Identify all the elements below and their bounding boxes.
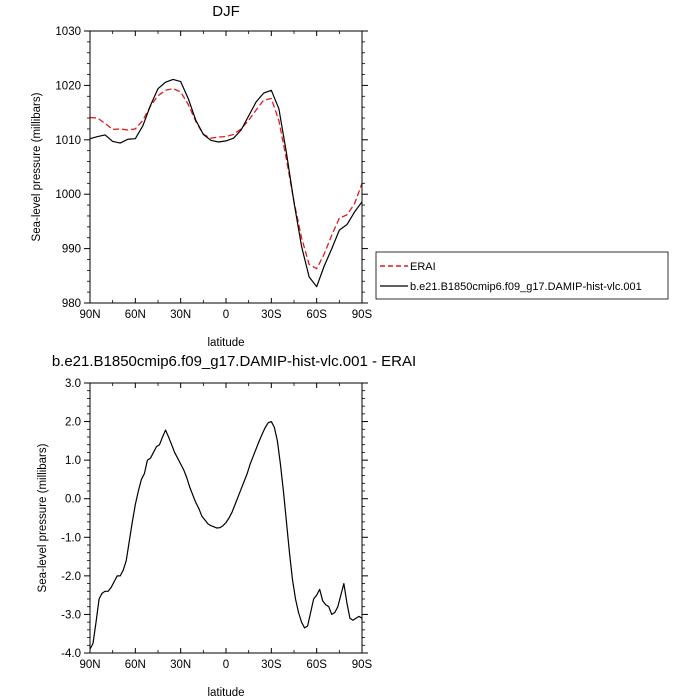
legend-erai-label: ERAI (410, 261, 436, 273)
bottom-ytick-label: -3.0 (61, 609, 81, 621)
legend-frame (375, 251, 669, 300)
top-xtick-label: 0 (223, 309, 229, 321)
top-xtick-label: 60N (125, 309, 146, 321)
top-xtick-label: 90S (352, 309, 373, 321)
top-xtick-label: 30S (261, 309, 282, 321)
bottom-chart-frame (89, 382, 363, 654)
bottom-chart-ylabel: Sea-level pressure (millibars) (37, 443, 49, 592)
bottom-chart-panel: b.e21.B1850cmip6.f09_g17.DAMIP-hist-vlc.… (37, 353, 416, 699)
bottom-series-line-0 (89, 420, 363, 650)
bottom-ytick-label: 0.0 (65, 494, 81, 506)
bottom-xtick-label: 0 (223, 659, 229, 671)
bottom-xtick-label: 90N (79, 659, 100, 671)
bottom-chart-lines (89, 420, 363, 650)
legend-model-label: b.e21.B1850cmip6.f09_g17.DAMIP-hist-vlc.… (410, 281, 642, 293)
top-chart-xlabel: latitude (207, 337, 244, 349)
bottom-xtick-label: 30N (170, 659, 191, 671)
top-ytick-label: 1010 (55, 135, 81, 147)
top-series-line-0 (89, 88, 363, 270)
top-ytick-label: 1020 (55, 80, 81, 92)
bottom-ytick-label: 3.0 (65, 378, 81, 390)
top-chart-lines (89, 78, 363, 288)
bottom-xtick-label: 60N (125, 659, 146, 671)
bottom-chart-title: b.e21.B1850cmip6.f09_g17.DAMIP-hist-vlc.… (52, 353, 416, 370)
top-xtick-label: 30N (170, 309, 191, 321)
top-xtick-label: 60S (306, 309, 327, 321)
top-ytick-label: 1000 (55, 189, 81, 201)
bottom-ytick-label: -4.0 (61, 648, 81, 660)
top-chart-frame (89, 30, 363, 304)
bottom-xtick-label: 60S (306, 659, 327, 671)
bottom-chart-ticks: 90N 60N 30N 0 30S 60S 90S -4.0 -3.0 -2.0 -1.0 0.0 1.… (61, 378, 372, 671)
top-chart-title: DJF (212, 3, 240, 20)
legend: ERAI b.e21.B1850cmip6.f09_g17.DAMIP-hist… (375, 251, 669, 300)
bottom-ytick-label: -1.0 (61, 532, 81, 544)
bottom-ytick-label: 1.0 (65, 455, 81, 467)
top-ytick-label: 980 (62, 298, 81, 310)
top-chart-panel: DJF latitude Sea-level pressure (milliba… (31, 3, 373, 349)
top-ytick-label: 1030 (55, 26, 81, 38)
top-ytick-label: 990 (62, 244, 81, 256)
bottom-xtick-label: 30S (261, 659, 282, 671)
bottom-ytick-label: 2.0 (65, 417, 81, 429)
top-xtick-label: 90N (79, 309, 100, 321)
top-series-line-1 (89, 78, 363, 288)
bottom-xtick-label: 90S (352, 659, 373, 671)
top-chart-ticks: 90N 60N 30N 0 30S 60S 90S 980 990 1000 1010 1020 103… (55, 26, 372, 321)
bottom-ytick-label: -2.0 (61, 571, 81, 583)
bottom-chart-xlabel: latitude (207, 687, 244, 699)
top-chart-ylabel: Sea-level pressure (millibars) (31, 92, 43, 241)
